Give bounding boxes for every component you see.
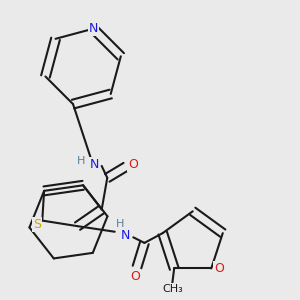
Text: O: O — [214, 262, 224, 275]
Text: N: N — [88, 22, 98, 35]
Text: N: N — [90, 158, 99, 171]
Text: O: O — [130, 270, 140, 283]
Text: CH₃: CH₃ — [162, 284, 183, 294]
Text: H: H — [116, 219, 124, 229]
Text: H: H — [77, 156, 86, 166]
Text: O: O — [128, 158, 138, 171]
Text: N: N — [121, 229, 130, 242]
Text: S: S — [33, 218, 41, 231]
